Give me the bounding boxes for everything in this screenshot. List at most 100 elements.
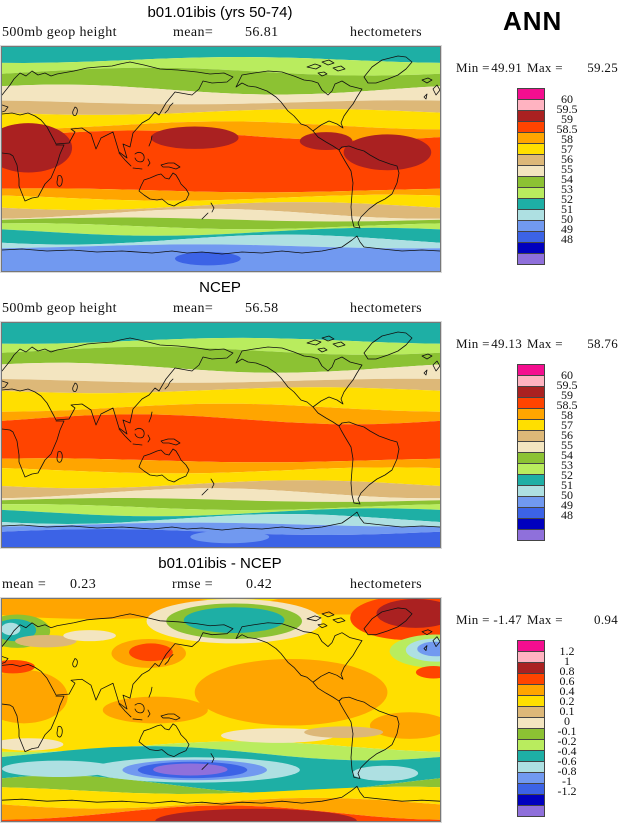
- colorbar-box: [518, 221, 544, 232]
- contour-band: [2, 378, 440, 394]
- min-label: Min =: [456, 60, 490, 75]
- colorbar-tick-label: 48: [561, 232, 573, 246]
- colorbar-tick-label: 59.5: [556, 102, 578, 116]
- mean-label: mean=: [173, 25, 214, 40]
- colorbar-tick-label: 53: [561, 458, 573, 472]
- contour-patch: [15, 634, 77, 648]
- contour-patch: [343, 134, 432, 171]
- colorbar-box: [518, 652, 544, 663]
- colorbar-tick-label: 51: [561, 202, 573, 216]
- colorbar-box: [518, 806, 544, 816]
- contour-band: [2, 414, 440, 463]
- colorbar-tick-label: 58.5: [556, 398, 578, 412]
- mean-label: mean =: [2, 577, 47, 592]
- colorbar-box: [518, 431, 544, 442]
- colorbar-box: [518, 409, 544, 420]
- colorbar-tick-label: 51: [561, 478, 573, 492]
- contour-patch: [376, 599, 440, 628]
- contour-band: [2, 217, 440, 230]
- contour-band: [2, 504, 440, 517]
- units-label: hectometers: [350, 25, 423, 40]
- minmax-row: Min = -1.47 Max = 0.94: [456, 612, 626, 628]
- contour-patch: [2, 123, 73, 173]
- colorbar-box: [518, 387, 544, 398]
- colorbar-box: [518, 729, 544, 740]
- colorbar-boxes: [517, 640, 545, 817]
- contour-band: [2, 458, 440, 474]
- contour-band: [2, 194, 440, 210]
- contour-band: [2, 387, 440, 412]
- colorbar-box: [518, 508, 544, 519]
- contour-patch: [2, 760, 116, 778]
- contour-band: [2, 188, 440, 201]
- colorbar-tick-label: -0.6: [557, 754, 577, 768]
- colorbar-box: [518, 486, 544, 497]
- max-value: 0.94: [594, 612, 618, 627]
- colorbar-tick-label: 0.2: [559, 694, 575, 708]
- panel-title: b01.01ibis - NCEP: [158, 555, 282, 572]
- colorbar-tick-label: 1: [564, 654, 570, 668]
- contour-patch: [194, 658, 388, 726]
- contour-patch: [175, 251, 241, 266]
- colorbar-tick-label: 56: [561, 152, 573, 166]
- colorbar-box: [518, 155, 544, 166]
- contour-band: [2, 208, 440, 222]
- max-label: Max =: [527, 60, 563, 75]
- contour-band: [2, 797, 440, 820]
- colorbar-box: [518, 519, 544, 530]
- rmse-value: 0.42: [246, 577, 273, 592]
- colorbar-box: [518, 89, 544, 100]
- contour-patch: [63, 630, 116, 642]
- colorbar-tick-label: 58: [561, 132, 573, 146]
- contour-band: [2, 741, 440, 761]
- colorbar-box: [518, 795, 544, 806]
- contour-patch: [2, 670, 68, 724]
- colorbar-tick-label: 55: [561, 438, 573, 452]
- mean-label: mean=: [173, 301, 214, 316]
- contour-patch: [2, 660, 35, 674]
- contour-patch: [415, 666, 440, 679]
- colorbar-box: [518, 166, 544, 177]
- colorbar-tick-label: 57: [561, 142, 573, 156]
- colorbar-box: [518, 420, 544, 431]
- contour-patch: [417, 641, 440, 657]
- map-model: [1, 46, 441, 272]
- contour-band: [2, 57, 440, 76]
- field-label: 500mb geop height: [2, 301, 117, 316]
- colorbar-box: [518, 530, 544, 540]
- panel-title: b01.01ibis (yrs 50-74): [147, 4, 293, 21]
- colorbar-box: [518, 365, 544, 376]
- contour-patch: [2, 622, 21, 636]
- colorbar-box: [518, 784, 544, 795]
- contour-band: [2, 467, 440, 489]
- max-value: 59.25: [587, 60, 618, 75]
- contour-band: [2, 362, 440, 383]
- contour-band: [2, 67, 440, 95]
- colorbar-box: [518, 475, 544, 486]
- contour-patch: [102, 696, 208, 724]
- colorbar-tick-label: -0.1: [557, 724, 577, 738]
- colorbar-box: [518, 641, 544, 652]
- colorbar-box: [518, 663, 544, 674]
- colorbar-tick-label: 50: [561, 488, 573, 502]
- max-value: 58.76: [587, 336, 618, 351]
- colorbar-tick-label: 48: [561, 508, 573, 522]
- contour-patch: [352, 765, 419, 781]
- units-label: hectometers: [350, 577, 423, 592]
- contour-band: [2, 346, 440, 373]
- colorbar-tick-label: -0.2: [557, 734, 577, 748]
- colorbar-box: [518, 685, 544, 696]
- colorbar-tick-label: 58.5: [556, 122, 578, 136]
- colorbar-box: [518, 773, 544, 784]
- colorbar-tick-label: 59: [561, 388, 573, 402]
- contour-band: [2, 109, 440, 130]
- min-value: 49.91: [491, 60, 522, 75]
- min-value: 49.13: [491, 336, 522, 351]
- colorbar-tick-label: 0.1: [559, 704, 575, 718]
- colorbar-tick-label: 60: [561, 92, 573, 106]
- contour-band: [2, 488, 440, 502]
- colorbar-tick-label: -0.8: [557, 764, 577, 778]
- colorbar-tick-label: 54: [561, 172, 573, 186]
- colorbar-tick-label: 59: [561, 112, 573, 126]
- season-label: ANN: [503, 6, 563, 36]
